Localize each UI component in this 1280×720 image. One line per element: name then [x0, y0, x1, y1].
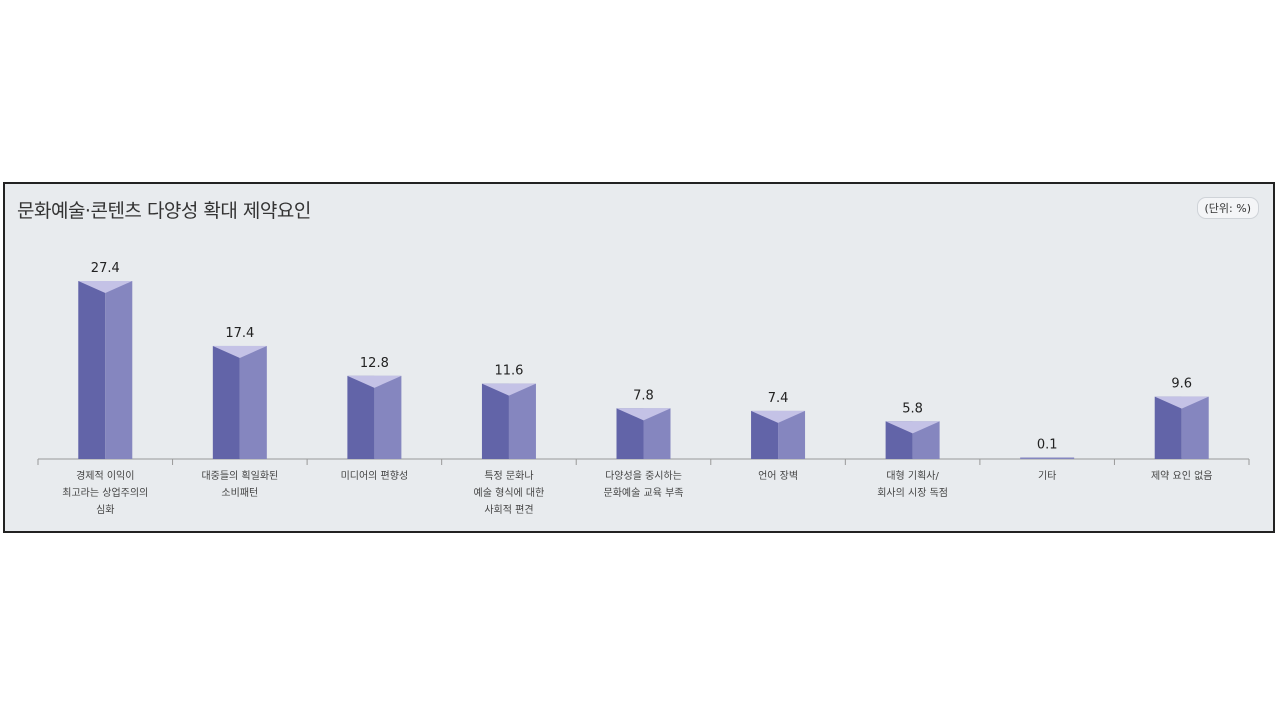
- bar: [1020, 457, 1075, 459]
- bar: [212, 345, 267, 459]
- bar: [481, 383, 536, 459]
- bar-top-cap: [751, 410, 806, 423]
- bar-top-cap: [885, 421, 940, 434]
- bar-top-cap: [616, 408, 671, 421]
- bar: [78, 281, 133, 459]
- bar: [616, 408, 671, 459]
- bar-chart: 27.4 경제적 이익이 최고라는 상업주의의 심화 17.4 대중들의 획일화된 소비패턴…: [37, 261, 1250, 516]
- category-label: 경제적 이익이 최고라는 상업주의의 심화: [62, 469, 148, 516]
- category-label: 대형 기획사/회사의 시장 독점: [877, 470, 948, 499]
- bar-value-label: 17.4: [225, 326, 254, 341]
- chart-title: 문화예술·콘텐츠 다양성 확대 제약요인: [17, 200, 311, 222]
- bar-right-face: [508, 383, 536, 459]
- bar: [1154, 396, 1209, 459]
- bar-left-face: [481, 383, 509, 459]
- category-label: 다양성을 중시하는 문화예술 교육 부족: [604, 469, 684, 499]
- bar-right-face: [1181, 396, 1209, 459]
- bar-left-face: [78, 281, 106, 459]
- bar-left-face: [347, 375, 375, 459]
- bar-left-face: [212, 345, 240, 459]
- bar-top-cap: [212, 345, 267, 358]
- category-label: 기타: [1038, 470, 1056, 482]
- chart-panel: 문화예술·콘텐츠 다양성 확대 제약요인 (단위: %) 27.4 경제적 이익이…: [3, 182, 1275, 533]
- bar-value-label: 11.6: [494, 364, 523, 379]
- bar-top-cap: [1154, 396, 1209, 409]
- bar: [751, 410, 806, 459]
- bar-value-label: 5.8: [902, 401, 923, 416]
- bar-value-label: 27.4: [91, 261, 120, 276]
- bar-left-face: [1154, 396, 1182, 459]
- category-label: 제약 요인 없음: [1151, 469, 1213, 482]
- bar-right-face: [239, 345, 267, 459]
- bar-right-face: [105, 281, 133, 459]
- bar-flat: [1020, 457, 1075, 459]
- category-label: 특정 문화나 예술 형식에 대한 사회적 편견: [474, 470, 545, 516]
- category-label: 대중들의 획일화된 소비패턴: [201, 470, 278, 499]
- unit-badge: (단위: %): [1196, 197, 1259, 219]
- bar: [347, 375, 402, 459]
- category-label: 언어 장벽: [758, 470, 798, 482]
- bar: [885, 421, 940, 459]
- bar-value-label: 0.1: [1037, 438, 1058, 453]
- bar-top-cap: [481, 383, 536, 396]
- bar-value-label: 9.6: [1171, 377, 1192, 392]
- bar-value-label: 7.8: [633, 388, 654, 403]
- bar-right-face: [374, 375, 402, 459]
- bar-value-label: 12.8: [360, 356, 389, 371]
- category-label: 미디어의 편향성: [341, 470, 409, 482]
- bar-top-cap: [78, 281, 133, 293]
- bar-top-cap: [347, 375, 402, 388]
- bar-value-label: 7.4: [768, 391, 789, 406]
